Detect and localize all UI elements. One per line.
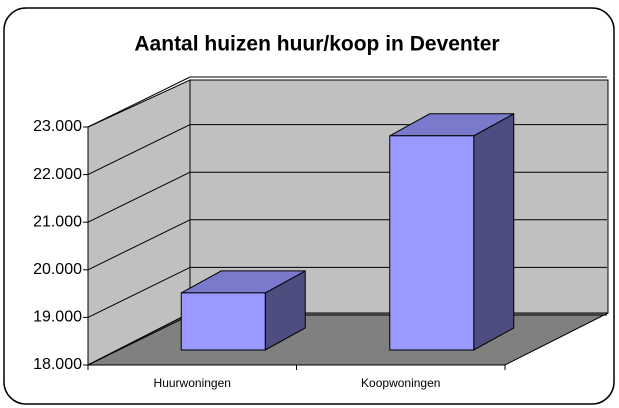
x-tick-label: Huurwoningen [154,376,231,390]
chart-title: Aantal huizen huur/koop in Deventer [134,33,499,56]
bar [389,135,475,351]
y-tick-label: 18.000 [33,356,82,373]
x-tick-label: Koopwoningen [361,376,440,390]
grid-line [87,314,191,366]
grid-line [87,124,191,176]
bar-side [473,112,515,351]
y-tick-label: 20.000 [33,261,82,278]
y-tick-label: 21.000 [33,213,82,230]
grid-line [87,76,191,128]
y-tick-label: 23.000 [33,118,82,135]
bar [180,292,266,351]
grid-line [87,171,191,223]
grid-line [87,266,191,318]
y-tick-label: 19.000 [33,309,82,326]
y-tick-label: 22.000 [33,166,82,183]
grid-line [87,219,191,271]
